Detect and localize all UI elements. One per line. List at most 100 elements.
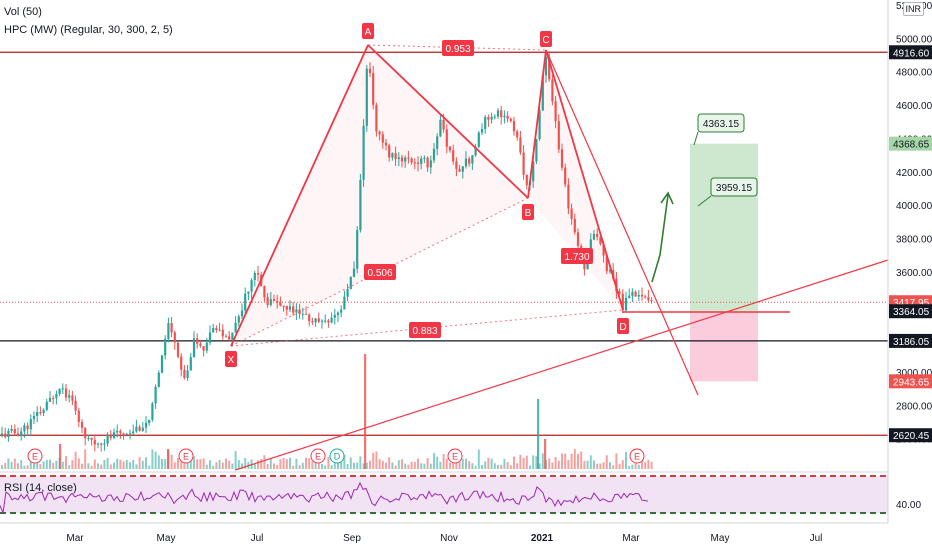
y-tick-label: 4000.00 xyxy=(896,201,932,212)
candle-body xyxy=(500,110,503,118)
candle-body xyxy=(272,299,276,301)
volume-bar xyxy=(410,461,413,469)
candle-body xyxy=(490,116,493,120)
candle-body xyxy=(116,430,119,433)
volume-bar xyxy=(538,463,541,469)
candle-body xyxy=(276,300,279,303)
leg-XA xyxy=(230,44,369,347)
price-tag-box-4 xyxy=(889,333,932,348)
volume-bar xyxy=(625,451,627,469)
candles xyxy=(0,52,653,452)
point-D-label: D xyxy=(619,322,626,333)
candle-body xyxy=(199,343,202,347)
candle-body xyxy=(608,270,612,272)
candle-body xyxy=(618,291,621,294)
volume-bar xyxy=(631,464,634,469)
ratio-label: 1.730 xyxy=(564,252,589,263)
candle-body xyxy=(125,433,128,435)
volume-bar xyxy=(573,449,576,469)
candle-body xyxy=(640,294,644,297)
candle-body xyxy=(368,68,372,74)
callout-pointer xyxy=(693,131,699,146)
volume-bar xyxy=(394,465,397,469)
volume-bar xyxy=(202,458,205,469)
event-marker-label: E xyxy=(634,452,640,462)
candle-body xyxy=(314,318,317,323)
volume-bar xyxy=(205,464,208,469)
candle-body xyxy=(132,431,135,434)
volume-bar xyxy=(429,463,432,469)
time-axis: Mar May Jul Sep Nov 2021 Mar May Jul xyxy=(66,533,822,544)
volume-bar xyxy=(199,459,202,469)
candle-body xyxy=(548,57,551,80)
ratio-box-1 xyxy=(364,264,396,280)
candle-body xyxy=(218,329,221,331)
volume-bar xyxy=(71,460,74,469)
volume-bar xyxy=(433,453,435,469)
volume-bar xyxy=(260,459,263,469)
volume-bar xyxy=(237,460,240,469)
x-tick-label: May xyxy=(157,533,176,544)
volume-bar xyxy=(493,463,496,469)
candle-body xyxy=(68,395,71,398)
volume-bar xyxy=(621,460,624,469)
volume-bar xyxy=(65,456,67,469)
candle-body xyxy=(493,116,496,118)
currency-badge[interactable]: INR xyxy=(902,2,924,16)
candle-body xyxy=(560,149,564,168)
volume-bar xyxy=(346,463,349,469)
volume-bar xyxy=(554,457,557,469)
candle-body xyxy=(282,305,285,307)
volume-bar xyxy=(618,464,621,469)
candle-body xyxy=(538,110,541,139)
volume-bar xyxy=(308,458,311,469)
point-X-label: X xyxy=(228,355,235,366)
volume-bar xyxy=(577,453,579,469)
price-tag-label: 4916.60 xyxy=(893,48,930,59)
candle-body xyxy=(154,386,157,404)
rsi-tick-label: 40.00 xyxy=(896,500,921,511)
volume-bar xyxy=(583,461,586,469)
volume-bar xyxy=(314,458,317,469)
volume-bar xyxy=(541,453,544,469)
candle-body xyxy=(103,443,106,445)
candle-body xyxy=(471,155,474,164)
volume-bar xyxy=(401,459,403,469)
volume-bar xyxy=(407,464,410,469)
candle-body xyxy=(621,293,624,311)
candle-body xyxy=(48,398,52,402)
volume-bar xyxy=(17,463,19,469)
volume-bar xyxy=(417,458,419,469)
volume-bar xyxy=(609,462,611,469)
volume-bar xyxy=(324,465,327,469)
candle-body xyxy=(180,356,183,370)
candle-body xyxy=(522,152,525,175)
candle-body xyxy=(58,388,61,394)
candle-body xyxy=(340,309,343,313)
candle-body xyxy=(320,320,324,322)
candle-body xyxy=(247,291,250,294)
volume-bar xyxy=(481,465,483,469)
volume-bar xyxy=(445,458,448,469)
candle-body xyxy=(64,388,68,398)
rsi-line xyxy=(0,481,649,515)
ratio-box-2 xyxy=(409,322,441,338)
x-tick-label: Mar xyxy=(66,533,84,544)
candle-body xyxy=(423,157,426,159)
target-callout-box-1 xyxy=(710,177,758,197)
rsi-legend: RSI (14, close) xyxy=(4,482,77,494)
candle-body xyxy=(167,323,170,339)
volume-bar xyxy=(289,457,291,469)
volume-bar xyxy=(10,461,13,469)
volume-bar xyxy=(449,462,451,469)
volume-bar xyxy=(170,454,173,469)
volume-bar xyxy=(68,465,71,469)
volume-bar xyxy=(23,465,26,469)
volume-bar xyxy=(55,460,58,469)
candle-body xyxy=(135,426,138,432)
candle-body xyxy=(71,395,74,401)
bcd-fill xyxy=(528,50,623,310)
volume-bar xyxy=(135,464,138,469)
candle-body xyxy=(352,268,356,277)
